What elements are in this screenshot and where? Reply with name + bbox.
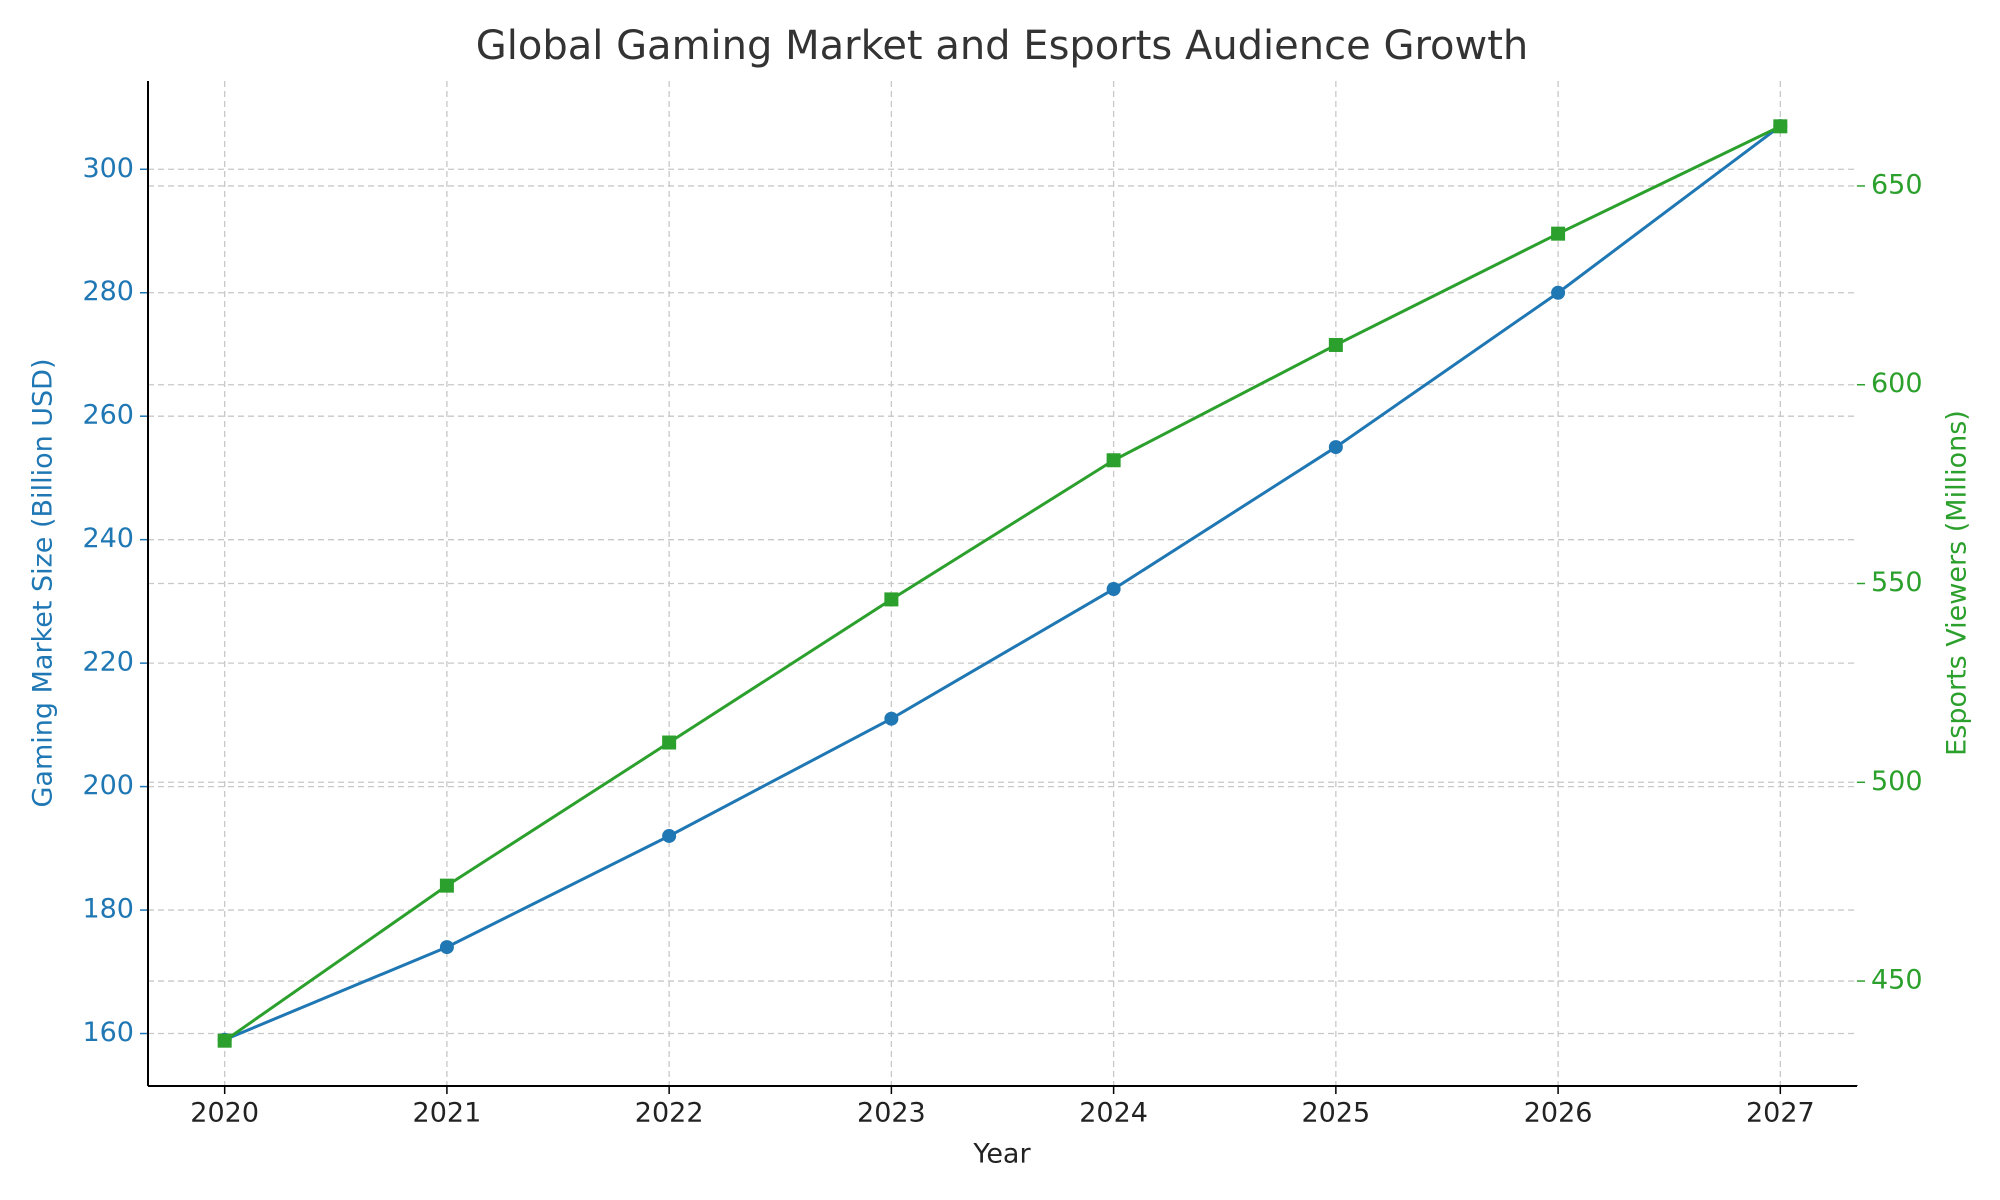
y-tick-label: 220: [82, 647, 134, 678]
x-tick-label: 2027: [1746, 1098, 1815, 1129]
y2-tick-label: 600: [1871, 368, 1923, 399]
y-tick-label: 240: [82, 523, 134, 554]
point: [662, 828, 677, 843]
x-tick-label: 2020: [190, 1098, 259, 1129]
x-tick-label: 2024: [1079, 1098, 1148, 1129]
point: [1551, 226, 1566, 241]
y-tick-label: 180: [82, 894, 134, 925]
x-tick-label: 2026: [1524, 1098, 1593, 1129]
point: [662, 735, 677, 750]
chart-title: Global Gaming Market and Esports Audienc…: [476, 23, 1528, 69]
x-tick-label: 2022: [635, 1098, 704, 1129]
y-tick-label: 160: [82, 1017, 134, 1048]
y2-tick-label: 500: [1871, 766, 1923, 797]
x-tick-label: 2025: [1301, 1098, 1370, 1129]
point: [217, 1033, 232, 1048]
y-tick-label: 280: [82, 276, 134, 307]
point: [439, 878, 454, 893]
y2-tick-label: 450: [1871, 965, 1923, 996]
point: [1328, 440, 1343, 455]
y2-tick-label: 650: [1871, 169, 1923, 200]
point: [884, 711, 899, 726]
point: [1106, 453, 1121, 468]
x-tick-label: 2021: [413, 1098, 482, 1129]
point: [884, 592, 899, 607]
y-axis-label: Gaming Market Size (Billion USD): [28, 358, 59, 807]
y2-axis-label: Esports Viewers (Millions): [1942, 410, 1973, 756]
x-tick-label: 2023: [857, 1098, 926, 1129]
point: [1773, 119, 1788, 134]
point: [1551, 285, 1566, 300]
point: [1106, 582, 1121, 597]
y-tick-label: 300: [82, 153, 134, 184]
series-line: [223, 124, 1781, 1042]
series-line: [224, 124, 1782, 1042]
y2-tick-label: 550: [1871, 567, 1923, 598]
x-axis-label: Year: [972, 1139, 1031, 1170]
y-tick-label: 260: [82, 400, 134, 431]
point: [1328, 337, 1343, 352]
y-tick-label: 200: [82, 770, 134, 801]
point: [439, 940, 454, 955]
